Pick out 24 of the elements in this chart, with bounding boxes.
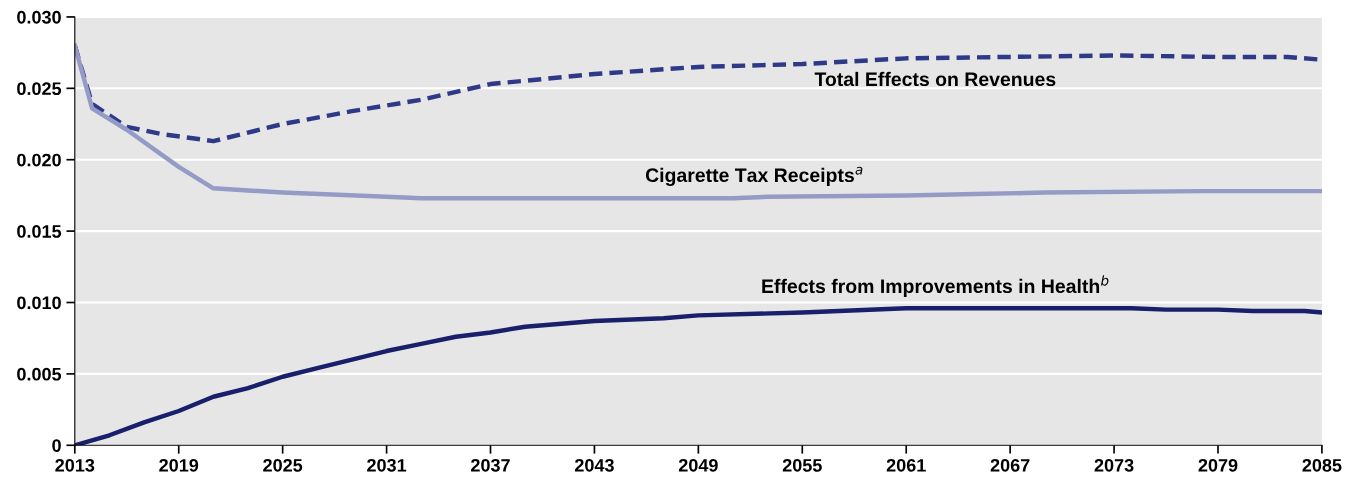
- y-tick-label: 0.025: [17, 82, 62, 96]
- x-tick-label: 2043: [574, 458, 614, 472]
- series-label: Effects from Improvements in Health$^{b}$: [762, 275, 1109, 297]
- y-tick-label: 0.015: [17, 225, 62, 238]
- x-tick-label: 2073: [1094, 458, 1134, 472]
- x-tick-label: 2055: [782, 458, 822, 472]
- x-tick-label: 2037: [471, 458, 510, 472]
- y-tick-label: 0: [52, 439, 61, 452]
- y-tick-label: 0.005: [17, 367, 62, 381]
- x-tick-label: 2019: [159, 458, 199, 472]
- y-tick-label: 0.010: [17, 296, 61, 310]
- x-tick-label: 2025: [263, 458, 303, 472]
- series-label: Cigarette Tax Receipts$^{a}$: [645, 166, 863, 187]
- line-series: [74, 43, 1322, 201]
- x-tick-label: 2049: [678, 458, 718, 472]
- y-tick-label: 0.020: [17, 153, 61, 167]
- x-tick-label: 2061: [886, 458, 926, 472]
- y-tick-label: 0.030: [17, 10, 61, 24]
- x-tick-label: 2031: [367, 458, 407, 472]
- series-label: Total Effects on Revenues: [814, 71, 1056, 87]
- x-tick-label: 2079: [1198, 458, 1238, 472]
- x-tick-label: 2067: [990, 458, 1030, 472]
- x-tick-label: 2013: [55, 458, 95, 472]
- x-tick-label: 2085: [1302, 458, 1342, 472]
